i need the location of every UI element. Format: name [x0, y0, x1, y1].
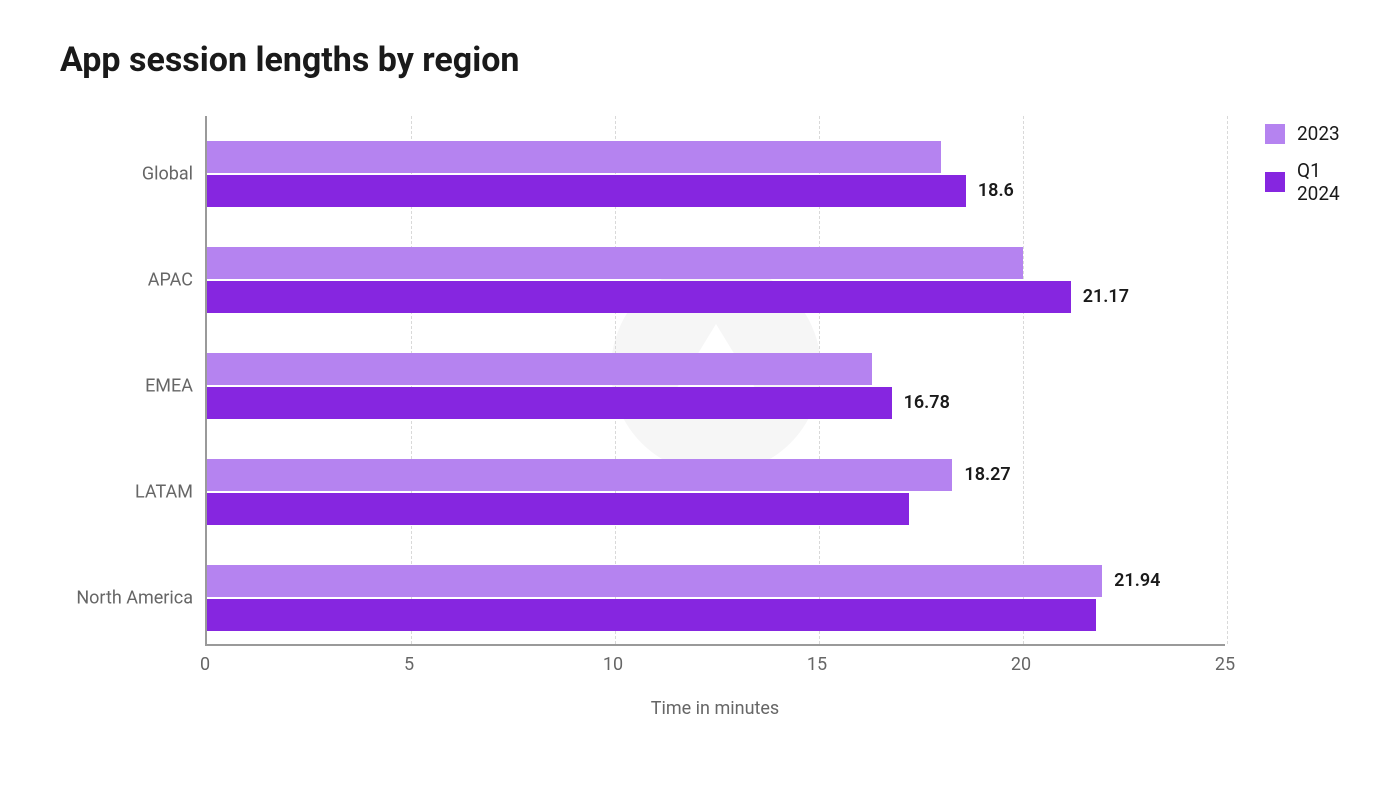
legend-label: 2023	[1297, 122, 1340, 145]
x-axis-ticks: 0510152025	[205, 646, 1225, 676]
x-tick: 0	[200, 654, 210, 675]
x-tick: 20	[1011, 654, 1031, 675]
x-tick: 10	[603, 654, 623, 675]
bar	[207, 141, 941, 173]
legend-item: 2023	[1265, 122, 1340, 145]
y-axis-category-label: Global	[142, 164, 193, 185]
x-tick: 5	[404, 654, 414, 675]
bar: 21.94	[207, 565, 1102, 597]
bar	[207, 493, 909, 525]
y-axis-category-label: North America	[76, 588, 193, 609]
chart-plot: 18.6 21.17 16.78 18.27 21.94	[205, 116, 1225, 646]
legend-item: Q1 2024	[1265, 159, 1340, 205]
bar	[207, 599, 1096, 631]
legend-swatch	[1265, 124, 1285, 144]
bar-value-label: 21.94	[1102, 565, 1160, 597]
chart-legend: 2023 Q1 2024	[1265, 122, 1340, 219]
chart-title: App session lengths by region	[60, 40, 1340, 80]
bar: 18.27	[207, 459, 952, 491]
bar-value-label: 18.27	[952, 459, 1010, 491]
bar: 21.17	[207, 281, 1071, 313]
bar-value-label: 21.17	[1071, 281, 1129, 313]
gridline	[1227, 116, 1228, 644]
chart-area: 18.6 21.17 16.78 18.27 21.94 Global APAC EMEA L…	[60, 116, 1225, 719]
legend-label: Q1 2024	[1297, 159, 1340, 205]
bar	[207, 353, 872, 385]
x-axis-label: Time in minutes	[205, 698, 1225, 719]
y-axis-category-label: APAC	[148, 270, 193, 291]
bar	[207, 247, 1023, 279]
bar-value-label: 18.6	[966, 175, 1014, 207]
y-axis-labels: Global APAC EMEA LATAM North America	[60, 116, 205, 646]
bar: 18.6	[207, 175, 966, 207]
bar: 16.78	[207, 387, 892, 419]
y-axis-category-label: EMEA	[145, 376, 193, 397]
y-axis-category-label: LATAM	[135, 482, 193, 503]
bar-value-label: 16.78	[892, 387, 950, 419]
legend-swatch	[1265, 172, 1285, 192]
x-tick: 15	[807, 654, 827, 675]
x-tick: 25	[1215, 654, 1235, 675]
